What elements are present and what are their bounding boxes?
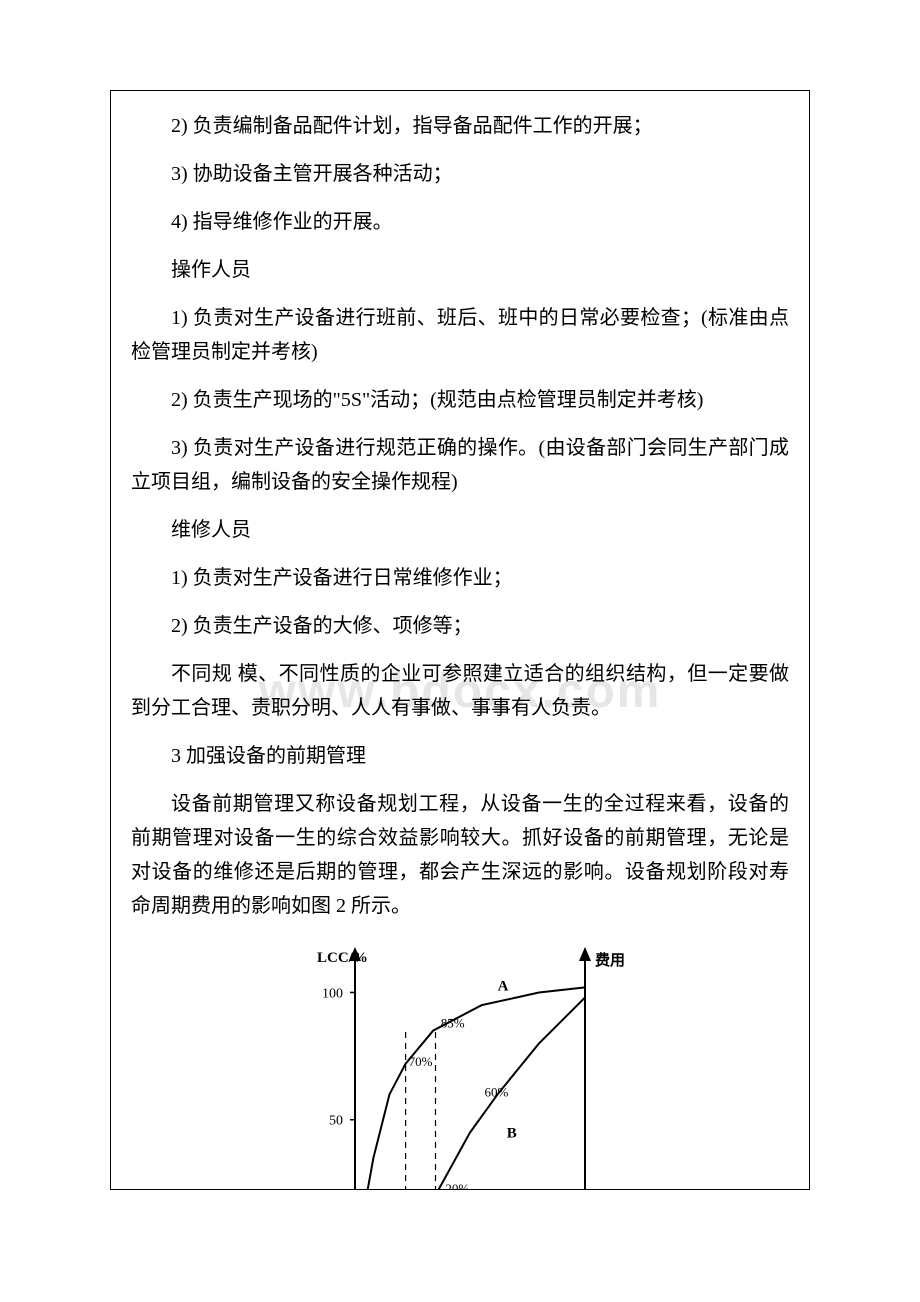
paragraph: 不同规 模、不同性质的企业可参照建立适合的组织结构，但一定要做到分工合理、责职分… (131, 657, 789, 725)
paragraph: 3) 协助设备主管开展各种活动； (131, 157, 789, 191)
paragraph: 2) 负责生产现场的"5S"活动；(规范由点检管理员制定并考核) (131, 383, 789, 417)
paragraph: 2) 负责编制备品配件计划，指导备品配件工作的开展； (131, 109, 789, 143)
svg-text:B: B (507, 1126, 517, 1142)
paragraph: 1) 负责对生产设备进行班前、班后、班中的日常必要检查；(标准由点检管理员制定并… (131, 301, 789, 369)
svg-text:60%: 60% (485, 1084, 509, 1099)
svg-text:20%: 20% (445, 1181, 469, 1190)
document-content: 2) 负责编制备品配件计划，指导备品配件工作的开展； 3) 协助设备主管开展各种… (131, 109, 789, 1190)
paragraph-role-operator: 操作人员 (131, 253, 789, 287)
paragraph: 设备前期管理又称设备规划工程，从设备一生的全过程来看，设备的前期管理对设备一生的… (131, 787, 789, 923)
svg-text:费用: 费用 (595, 951, 625, 969)
paragraph: 1) 负责对生产设备进行日常维修作业； (131, 561, 789, 595)
svg-text:50: 50 (329, 1114, 343, 1129)
cost-curve-chart: 50100LCC/%费用时间AB5%70%85%20%60%abc规划设计S B… (280, 937, 640, 1190)
page-border: www.bdocx.com 2) 负责编制备品配件计划，指导备品配件工作的开展；… (110, 90, 810, 1190)
svg-text:100: 100 (322, 986, 343, 1001)
chart-container: 50100LCC/%费用时间AB5%70%85%20%60%abc规划设计S B… (280, 937, 640, 1190)
svg-text:70%: 70% (409, 1054, 433, 1069)
paragraph: 4) 指导维修作业的开展。 (131, 205, 789, 239)
svg-text:85%: 85% (441, 1016, 465, 1031)
paragraph: 3) 负责对生产设备进行规范正确的操作。(由设备部门会同生产部门成立项目组，编制… (131, 431, 789, 499)
svg-text:A: A (498, 978, 509, 994)
svg-text:LCC/%: LCC/% (317, 950, 368, 966)
paragraph-role-maintainer: 维修人员 (131, 513, 789, 547)
paragraph: 2) 负责生产设备的大修、项修等； (131, 609, 789, 643)
section-heading: 3 加强设备的前期管理 (131, 739, 789, 773)
